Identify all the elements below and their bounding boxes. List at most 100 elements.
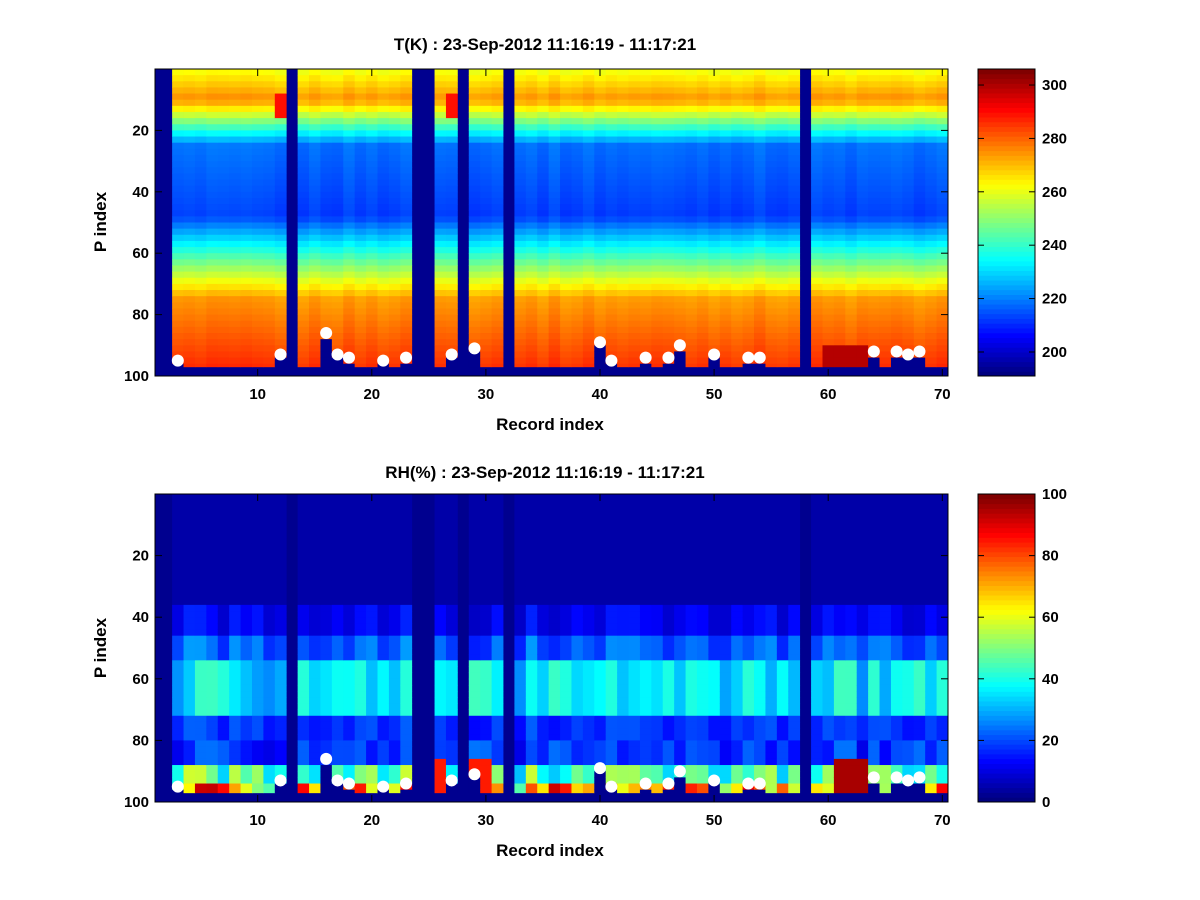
heatmap-cell [617, 703, 629, 710]
heatmap-cell [742, 75, 755, 82]
heatmap-cell [377, 623, 390, 630]
heatmap-cell [879, 118, 892, 125]
heatmap-cell [605, 494, 618, 501]
heatmap-cell [537, 777, 550, 784]
heatmap-cell [343, 765, 356, 772]
heatmap-cell [742, 167, 755, 174]
heatmap-cell [708, 326, 721, 334]
heatmap-cell [172, 314, 184, 322]
heatmap-cell [514, 549, 527, 556]
heatmap-cell [480, 87, 492, 94]
heatmap-cell [571, 598, 584, 606]
heatmap-cell [594, 302, 607, 309]
heatmap-cell [331, 586, 344, 593]
heatmap-cell [468, 173, 481, 180]
heatmap-cell [605, 210, 618, 217]
colorbar-segment [978, 97, 1035, 104]
heatmap-cell [594, 204, 607, 211]
heatmap-cell [309, 93, 321, 101]
heatmap-cell [491, 277, 504, 285]
heatmap-cell [320, 148, 333, 156]
heatmap-cell [354, 345, 367, 352]
heatmap-cell [708, 161, 721, 168]
heatmap-cell [251, 623, 264, 630]
heatmap-cell [685, 216, 698, 223]
heatmap-cell [868, 148, 880, 156]
heatmap-cell [913, 277, 926, 285]
heatmap-cell [594, 537, 607, 544]
heatmap-cell [719, 228, 732, 236]
heatmap-cell [902, 271, 915, 279]
heatmap-cell [251, 752, 264, 760]
heatmap-cell [913, 253, 926, 260]
heatmap-cell [548, 118, 561, 125]
heatmap-cell [685, 222, 698, 230]
heatmap-cell [628, 161, 641, 168]
heatmap-cell [480, 500, 492, 507]
heatmap-cell [833, 191, 846, 199]
heatmap-cell [400, 586, 413, 593]
heatmap-cell [811, 314, 823, 322]
heatmap-cell [776, 197, 789, 205]
heatmap-cell [251, 210, 264, 217]
heatmap-cell [811, 197, 823, 205]
heatmap-cell [434, 524, 447, 532]
heatmap-cell [206, 500, 219, 507]
heatmap-cell [377, 265, 390, 273]
heatmap-cell [468, 537, 481, 544]
heatmap-cell [708, 185, 721, 193]
heatmap-cell [845, 363, 858, 368]
heatmap-cell [320, 586, 333, 593]
heatmap-cell [194, 111, 207, 119]
heatmap-cell [719, 240, 732, 248]
heatmap-cell [548, 586, 561, 593]
heatmap-cell [251, 604, 264, 612]
heatmap-cell [537, 111, 550, 119]
heatmap-cell [925, 81, 937, 88]
heatmap-cell [582, 179, 595, 187]
heatmap-cell [388, 75, 401, 82]
heatmap-cell [765, 124, 778, 131]
heatmap-cell [377, 691, 390, 698]
heatmap-cell [685, 87, 698, 94]
heatmap-cell [525, 253, 538, 260]
heatmap-cell [845, 81, 858, 88]
heatmap-cell [377, 672, 390, 680]
heatmap-cell [514, 247, 527, 254]
heatmap-cell [525, 326, 538, 334]
heatmap-cell [343, 758, 356, 766]
heatmap-cell [468, 660, 481, 667]
heatmap-cell [811, 277, 823, 285]
heatmap-cell [605, 728, 618, 735]
heatmap-cell [240, 111, 253, 119]
heatmap-cell [617, 197, 629, 205]
heatmap-cell [343, 752, 356, 760]
heatmap-cell [480, 635, 492, 643]
heatmap-cell [594, 142, 607, 150]
heatmap-cell [331, 765, 344, 772]
heatmap-cell [468, 684, 481, 692]
heatmap-cell [571, 586, 584, 593]
heatmap-cell [845, 222, 858, 230]
heatmap-cell [343, 592, 356, 600]
heatmap-cell [343, 660, 356, 667]
heatmap-cell [343, 697, 356, 704]
heatmap-cell [263, 240, 276, 248]
heatmap-cell [263, 746, 276, 754]
heatmap-cell [229, 81, 241, 88]
heatmap-cell [354, 185, 367, 193]
heatmap-cell [251, 363, 264, 368]
heatmap-cell [594, 697, 607, 704]
heatmap-cell [377, 333, 390, 340]
heatmap-cell [639, 234, 652, 242]
heatmap-cell [639, 167, 652, 174]
heatmap-cell [662, 302, 675, 309]
heatmap-cell [571, 259, 584, 266]
heatmap-cell [491, 283, 504, 291]
heatmap-cell [331, 512, 344, 520]
heatmap-cell [514, 148, 527, 156]
heatmap-cell [354, 216, 367, 223]
heatmap-cell [229, 777, 241, 784]
heatmap-cell [331, 240, 344, 248]
heatmap-cell [628, 721, 641, 729]
